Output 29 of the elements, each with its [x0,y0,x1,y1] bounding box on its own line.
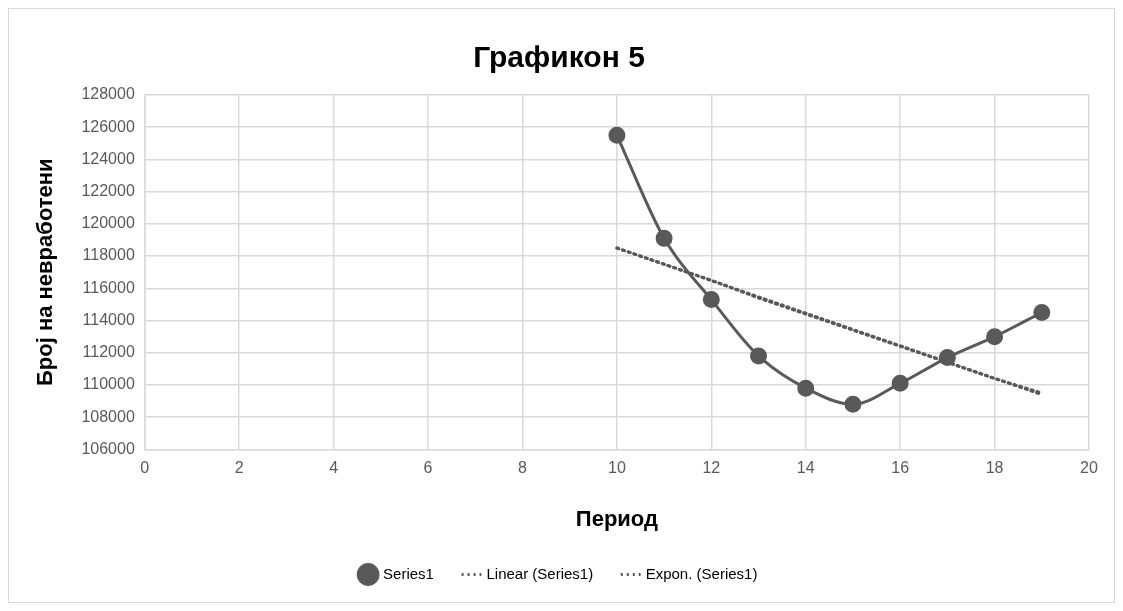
x-tick-label: 14 [796,459,815,477]
y-tick-label: 112000 [82,343,135,361]
y-axis-title: Број на невработени [32,158,58,386]
x-tick-label: 0 [140,459,150,477]
legend-label: Series1 [383,564,434,582]
y-tick-label: 120000 [81,214,135,232]
y-tick-label: 114000 [82,310,135,328]
x-axis-title: Период [575,505,658,531]
x-tick-label: 18 [985,459,1004,477]
y-tick-label: 124000 [81,149,135,167]
y-tick-label: 116000 [82,278,135,296]
x-tick-label: 4 [329,459,339,477]
y-tick-label: 108000 [81,407,135,425]
y-tick-label: 110000 [82,375,135,393]
chart-title: Графикон 5 [473,40,645,74]
x-tick-label: 6 [423,459,433,477]
x-tick-label: 20 [1080,459,1098,477]
x-tick-label: 8 [518,459,528,477]
legend-label: Linear (Series1) [486,564,594,582]
y-tick-label: 118000 [82,246,135,264]
y-tick-label: 106000 [81,439,135,457]
x-tick-label: 10 [608,459,626,477]
y-tick-label: 122000 [81,182,135,200]
x-tick-label: 12 [702,459,721,477]
y-tick-label: 128000 [81,85,135,103]
x-tick-label: 2 [234,459,244,477]
y-tick-label: 126000 [81,117,135,135]
x-tick-label: 16 [891,459,910,477]
legend-label: Expon. (Series1) [645,564,758,582]
